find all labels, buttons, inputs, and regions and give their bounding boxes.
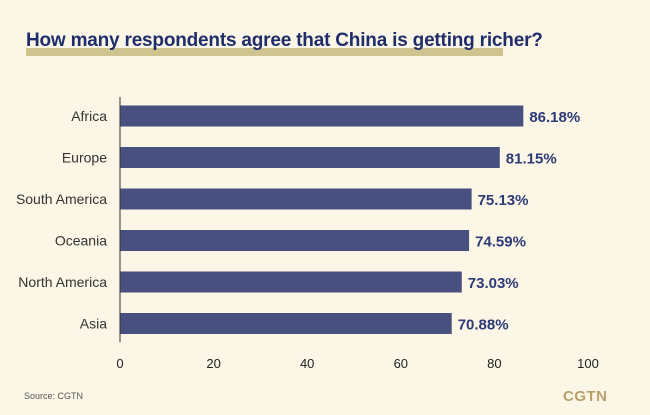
- title-underline: [26, 48, 503, 56]
- bars-layer: [120, 105, 524, 334]
- bar: [120, 313, 452, 334]
- value-label: 75.13%: [478, 192, 529, 209]
- value-label: 73.03%: [468, 275, 519, 292]
- bar: [120, 271, 462, 293]
- category-label: Oceania: [55, 233, 107, 249]
- chart-title: How many respondents agree that China is…: [26, 30, 543, 51]
- bar: [120, 230, 470, 251]
- bar: [120, 147, 500, 168]
- value-label: 86.18%: [529, 109, 580, 126]
- category-label: North America: [18, 274, 107, 290]
- category-label: Asia: [80, 316, 107, 332]
- title-block: How many respondents agree that China is…: [26, 30, 543, 56]
- bar: [120, 105, 524, 127]
- cgtn-logo: CGTN: [563, 388, 608, 405]
- labels-layer: Africa 86.18% Europe 81.15% South America 75.…: [16, 108, 580, 334]
- x-tick-label: 80: [487, 356, 501, 371]
- value-label: 81.15%: [506, 151, 557, 168]
- category-label: Europe: [62, 150, 107, 166]
- category-label: South America: [16, 191, 107, 207]
- x-tick-label: 0: [116, 356, 123, 371]
- value-label: 70.88%: [458, 317, 509, 334]
- source-note: Source: CGTN: [24, 391, 84, 401]
- x-tick-label: 40: [300, 356, 314, 371]
- x-tick-label: 20: [206, 356, 220, 371]
- category-label: Africa: [71, 108, 107, 124]
- x-tick-label: 100: [577, 356, 599, 371]
- x-tick-label: 60: [394, 356, 408, 371]
- x-axis-ticks: 0 20 40 60 80 100: [116, 356, 598, 371]
- value-label: 74.59%: [475, 234, 526, 251]
- bar: [120, 188, 472, 210]
